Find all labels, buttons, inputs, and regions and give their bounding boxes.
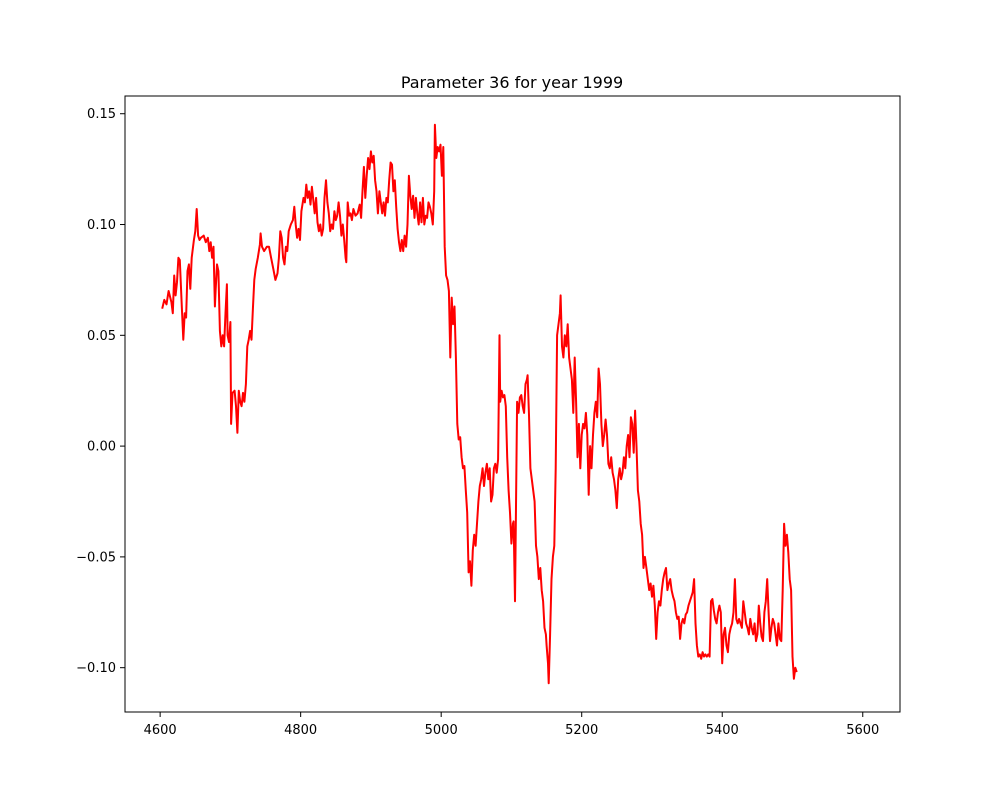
y-tick-label: 0.15 <box>87 107 116 122</box>
y-tick-label: −0.05 <box>76 550 116 565</box>
y-tick-label: 0.05 <box>87 329 116 344</box>
x-tick-label: 5400 <box>706 723 739 738</box>
x-tick-label: 4600 <box>144 723 177 738</box>
x-tick-label: 5000 <box>425 723 458 738</box>
y-tick-label: −0.10 <box>76 661 116 676</box>
x-axis: 4600 4800 5000 5200 5400 5600 <box>144 712 879 738</box>
chart-title: Parameter 36 for year 1999 <box>401 73 623 92</box>
plot-frame <box>124 95 901 713</box>
series-line <box>161 123 798 685</box>
y-tick-label: 0.10 <box>87 218 116 233</box>
y-tick-label: 0.00 <box>87 440 116 455</box>
x-tick-label: 5600 <box>846 723 879 738</box>
series-layer <box>161 123 798 685</box>
y-axis: 0.15 0.10 0.05 0.00 −0.05 −0.10 <box>76 107 125 676</box>
x-tick-label: 4800 <box>284 723 317 738</box>
x-tick-label: 5200 <box>565 723 598 738</box>
